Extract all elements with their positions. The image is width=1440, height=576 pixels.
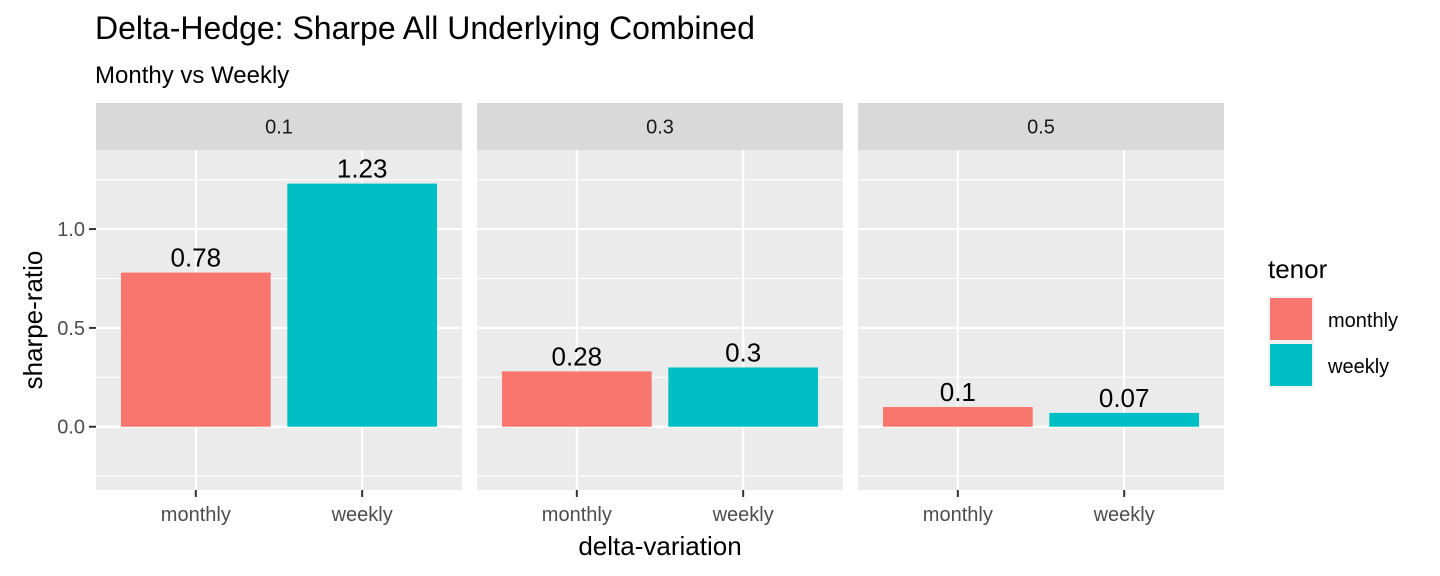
bar-value-label: 0.3 xyxy=(725,337,761,367)
x-axis-title: delta-variation xyxy=(578,531,741,561)
y-axis-title: sharpe-ratio xyxy=(18,251,48,390)
x-tick-label: weekly xyxy=(331,504,393,526)
bar-value-label: 0.07 xyxy=(1099,383,1150,413)
facet-strip xyxy=(96,103,462,150)
y-tick-label: 0.5 xyxy=(57,318,85,340)
bar-weekly xyxy=(287,183,438,427)
legend-label: weekly xyxy=(1327,356,1389,378)
x-tick-label: weekly xyxy=(1093,504,1155,526)
chart-title: Delta-Hedge: Sharpe All Underlying Combi… xyxy=(95,10,755,46)
panel-background xyxy=(858,150,1224,490)
facet-strip-label: 0.3 xyxy=(646,117,674,139)
x-tick-label: weekly xyxy=(712,504,774,526)
bar-monthly xyxy=(501,371,652,427)
bar-value-label: 1.23 xyxy=(337,154,388,184)
bar-value-label: 0.78 xyxy=(171,243,222,273)
facet-panel: 0.5 0.1 0.07 monthly weekly xyxy=(858,103,1224,526)
bar-weekly xyxy=(668,367,819,427)
x-tick-label: monthly xyxy=(542,504,612,526)
legend-key-monthly xyxy=(1270,298,1312,340)
y-axis: 0.0 0.5 1.0 xyxy=(57,219,96,439)
facet-panel: 0.3 0.28 0.3 monthly weekly xyxy=(477,103,843,526)
facet-strip xyxy=(477,103,843,150)
x-tick-label: monthly xyxy=(161,504,231,526)
x-tick-label: monthly xyxy=(923,504,993,526)
panel-background xyxy=(477,150,843,490)
bar-value-label: 0.1 xyxy=(940,377,976,407)
facet-strip-label: 0.5 xyxy=(1027,117,1055,139)
bar-monthly xyxy=(120,272,271,427)
bar-weekly xyxy=(1049,412,1200,427)
facet-panels: 0.1 0.78 1.23 monthly weekly 0.3 0.28 0.3 monthl… xyxy=(96,103,1224,526)
legend-key-weekly xyxy=(1270,344,1312,386)
bar-value-label: 0.28 xyxy=(552,341,603,371)
facet-strip-label: 0.1 xyxy=(265,117,293,139)
legend-title: tenor xyxy=(1268,254,1328,284)
y-tick-label: 0.0 xyxy=(57,417,85,439)
facet-panel: 0.1 0.78 1.23 monthly weekly xyxy=(96,103,462,526)
facet-strip xyxy=(858,103,1224,150)
legend: tenor monthly weekly xyxy=(1268,254,1398,388)
legend-label: monthly xyxy=(1328,310,1398,332)
y-tick-label: 1.0 xyxy=(57,219,85,241)
bar-monthly xyxy=(882,406,1033,427)
chart-subtitle: Monthy vs Weekly xyxy=(95,62,289,89)
